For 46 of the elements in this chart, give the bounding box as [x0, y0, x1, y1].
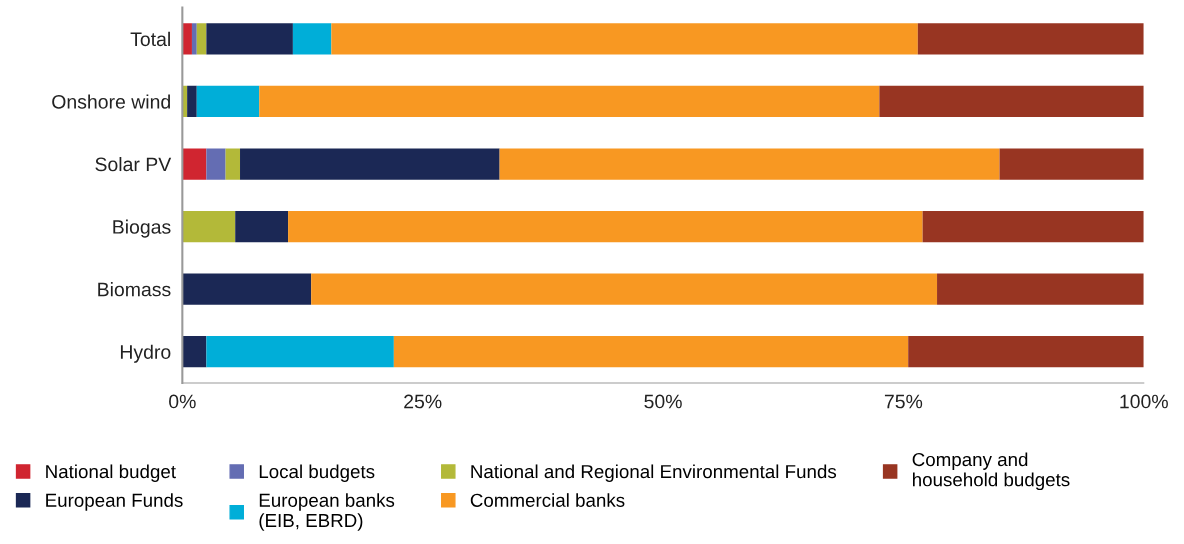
bar — [225, 148, 241, 180]
bar — [288, 210, 923, 243]
x-tick-label: 25% — [404, 394, 442, 409]
x-tick-label: 50% — [644, 394, 682, 409]
bar — [908, 336, 1144, 368]
y-tick-label: Biomass — [98, 282, 171, 297]
bar — [311, 273, 938, 305]
bar — [182, 273, 312, 305]
bar — [922, 210, 1144, 243]
bar — [182, 23, 192, 55]
bar — [292, 23, 332, 55]
bar — [206, 336, 394, 368]
y-tick-label: Solar PV — [95, 156, 172, 172]
bar — [499, 148, 1000, 180]
bar — [196, 85, 260, 118]
legend-label: European banks (EIB, EBRD) — [259, 493, 395, 531]
bar — [999, 148, 1144, 180]
bar — [259, 85, 880, 118]
bar — [182, 210, 236, 243]
bar — [182, 336, 207, 368]
legend-label: Company and household budgets — [912, 452, 1070, 491]
bar — [182, 148, 207, 180]
bar — [187, 85, 197, 118]
legend-label: Commercial banks — [470, 493, 625, 507]
legend-label: National and Regional Environmental Funds — [471, 464, 837, 482]
bar — [879, 85, 1144, 118]
bar — [937, 273, 1144, 305]
y-tick-label: Biogas — [113, 219, 171, 238]
bar — [191, 23, 197, 55]
y-tick-label: Total — [130, 31, 170, 47]
legend-label: European Funds — [46, 493, 183, 511]
bar — [240, 148, 500, 180]
bar — [206, 148, 226, 180]
bar — [917, 23, 1144, 55]
x-tick-label: 75% — [884, 394, 923, 409]
bar — [393, 336, 909, 368]
y-tick-label: Onshore wind — [52, 94, 170, 109]
bar — [196, 23, 207, 55]
y-tick-label: Hydro — [120, 344, 171, 363]
bar — [206, 23, 293, 55]
bar — [331, 23, 918, 55]
bar — [235, 210, 289, 243]
legend-label: National budget — [46, 464, 176, 482]
legend-label: Local budgets — [259, 464, 375, 482]
x-tick-label: 0% — [169, 394, 196, 409]
x-tick-label: 100% — [1120, 394, 1168, 409]
